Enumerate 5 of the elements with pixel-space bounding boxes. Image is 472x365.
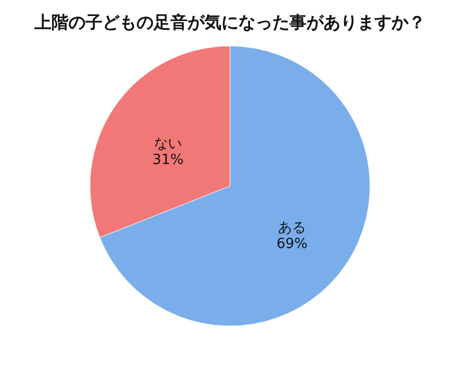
data-label: 69% xyxy=(276,236,308,252)
slice-label: ない xyxy=(154,136,182,152)
data-label: 31% xyxy=(152,152,184,168)
slice-label: ある xyxy=(278,220,306,236)
chart-title: 上階の子どもの足音が気になった事がありますか？ xyxy=(34,13,426,33)
